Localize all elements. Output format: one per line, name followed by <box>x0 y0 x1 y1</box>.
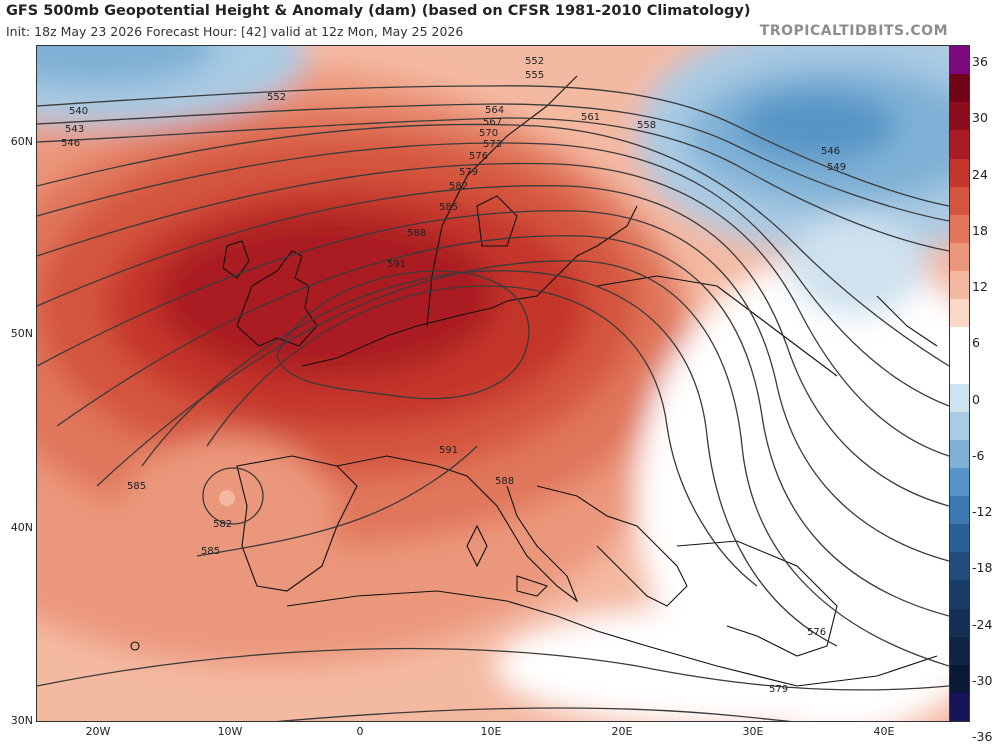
contour-label: 558 <box>637 120 656 131</box>
contour-label: 546 <box>821 146 840 157</box>
lon-label: 40E <box>873 725 895 738</box>
colorbar-tick-label: 36 <box>972 54 988 69</box>
colorbar-tick-label: -6 <box>972 447 985 463</box>
contour-label: 555 <box>525 70 544 81</box>
contour-label: 552 <box>525 56 544 67</box>
contour-label: 585 <box>439 202 458 213</box>
lon-label: 20W <box>85 725 111 738</box>
lon-label: 20E <box>611 725 633 738</box>
colorbar-tick-label: 30 <box>972 110 988 126</box>
brand-watermark[interactable]: TROPICALTIDBITS.COM <box>759 23 948 39</box>
contour-label: 585 <box>201 546 220 557</box>
colorbar-tick-label: -24 <box>972 616 993 632</box>
contour-label: 585 <box>127 481 146 492</box>
cutoff-low <box>219 490 235 506</box>
contour-label: 561 <box>581 112 600 123</box>
colorbar-segment <box>950 439 969 468</box>
contour-label: 567 <box>483 117 502 128</box>
colorbar-segment <box>950 355 969 384</box>
contour-label: 579 <box>459 167 478 178</box>
colorbar-segment <box>950 102 969 131</box>
colorbar-tick-label: 18 <box>972 222 988 238</box>
contour-label: 564 <box>485 105 504 116</box>
colorbar-segment <box>950 467 969 496</box>
colorbar-tick-label: -12 <box>972 504 993 519</box>
lon-label: 10W <box>217 725 243 738</box>
colorbar-segment <box>950 524 969 553</box>
contour-label: 543 <box>65 124 84 135</box>
anomaly-shading <box>37 46 949 721</box>
lat-label: 30N <box>10 714 33 727</box>
contour-label: 582 <box>449 181 468 192</box>
lat-label: 60N <box>10 135 33 148</box>
colorbar-segment <box>950 496 969 525</box>
colorbar-segment <box>950 411 969 440</box>
colorbar-segment <box>950 186 969 215</box>
lon-label: 10E <box>480 725 502 738</box>
colorbar-segment <box>950 214 969 243</box>
anomaly-colorbar <box>949 45 970 722</box>
colorbar-segment <box>950 383 969 412</box>
contour-label: 570 <box>479 128 498 139</box>
colorbar-segment <box>950 74 969 103</box>
colorbar-segment <box>950 608 969 637</box>
contour-label: 552 <box>267 92 286 103</box>
colorbar-segment <box>950 242 969 271</box>
contour-label: 591 <box>439 445 458 456</box>
colorbar-segment <box>950 664 969 693</box>
colorbar-tick-label: 24 <box>972 166 988 182</box>
contour-label: 549 <box>827 162 846 173</box>
colorbar-segment <box>950 327 969 356</box>
contour-label: 546 <box>61 138 80 149</box>
colorbar-segment <box>950 158 969 187</box>
map-subtitle: Init: 18z May 23 2026 Forecast Hour: [42… <box>6 24 464 39</box>
contour-labels: 552 555 540 543 546 552 564 567 570 573 … <box>61 56 846 695</box>
colorbar-segment <box>950 552 969 581</box>
colorbar-tick-label: -30 <box>972 672 993 688</box>
contour-label: 588 <box>407 228 426 239</box>
lat-label: 50N <box>10 327 33 340</box>
colorbar-segment <box>950 692 969 721</box>
contour-label: 582 <box>213 519 232 530</box>
coastlines <box>130 75 938 687</box>
contour-label: 588 <box>495 476 514 487</box>
colorbar-tick-label: -36 <box>972 729 993 744</box>
colorbar-segment <box>950 636 969 665</box>
contour-label: 579 <box>769 684 788 695</box>
map-panel: 552 555 540 543 546 552 564 567 570 573 … <box>36 45 950 722</box>
colorbar-segment <box>950 299 969 328</box>
colorbar-tick-label: 0 <box>972 391 980 407</box>
colorbar-tick-label: 12 <box>972 279 988 294</box>
lon-label: 0 <box>356 725 364 738</box>
contour-label: 591 <box>387 259 406 270</box>
colorbar-tick-label: -18 <box>972 560 993 576</box>
lon-label: 30E <box>742 725 764 738</box>
height-contours <box>37 85 949 721</box>
colorbar-segment <box>950 271 969 300</box>
map-canvas: 552 555 540 543 546 552 564 567 570 573 … <box>37 46 949 721</box>
colorbar-segment <box>950 580 969 609</box>
colorbar-tick-label: 6 <box>972 335 980 351</box>
lat-label: 40N <box>10 521 33 534</box>
contour-label: 576 <box>807 627 826 638</box>
contour-label: 540 <box>69 106 88 117</box>
contour-label: 573 <box>483 139 502 150</box>
contour-label: 576 <box>469 151 488 162</box>
colorbar-segment <box>950 46 969 75</box>
map-title: GFS 500mb Geopotential Height & Anomaly … <box>6 3 751 19</box>
colorbar-segment <box>950 130 969 159</box>
